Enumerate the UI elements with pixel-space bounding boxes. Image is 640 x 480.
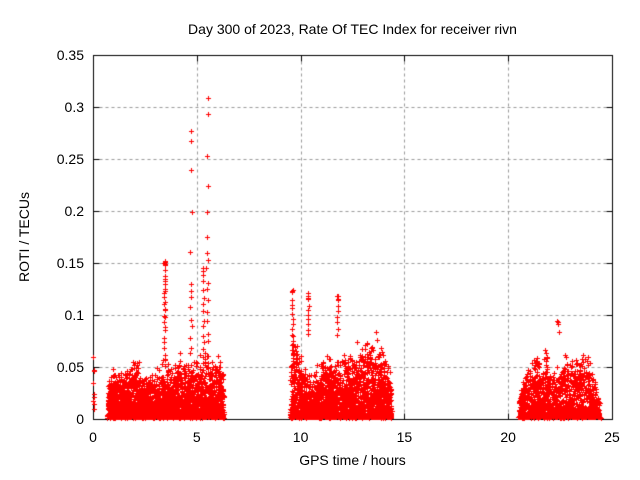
y-tick-label: 0.25: [56, 151, 84, 167]
x-axis-title: GPS time / hours: [299, 452, 406, 468]
y-tick-label: 0.05: [56, 359, 84, 375]
x-tick-label: 25: [604, 429, 620, 445]
y-tick-label: 0.2: [64, 203, 84, 219]
x-tick-label: 5: [192, 429, 201, 445]
x-tick-label: 20: [500, 429, 516, 445]
y-tick-label: 0.15: [56, 255, 84, 271]
x-tick-label: 15: [396, 429, 413, 445]
x-tick-label: 0: [89, 429, 97, 445]
y-tick-label: 0.1: [64, 307, 84, 323]
chart-title: Day 300 of 2023, Rate Of TEC Index for r…: [188, 21, 517, 37]
y-tick-label: 0.3: [64, 99, 84, 115]
y-tick-label: 0.35: [56, 47, 84, 63]
y-tick-label: 0: [76, 411, 84, 427]
x-tick-label: 10: [292, 429, 309, 445]
